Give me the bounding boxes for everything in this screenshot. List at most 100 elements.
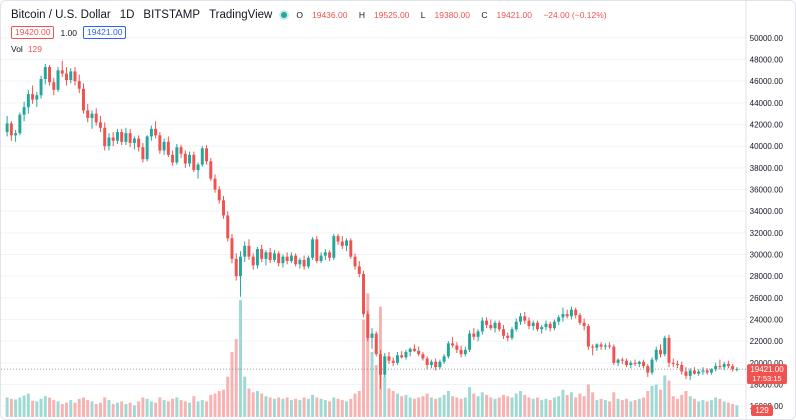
candle[interactable] <box>510 329 514 338</box>
candle[interactable] <box>731 366 735 370</box>
candle[interactable] <box>497 322 501 330</box>
candle[interactable] <box>663 337 667 355</box>
candle[interactable] <box>31 94 35 100</box>
candle[interactable] <box>294 255 298 265</box>
candle[interactable] <box>48 67 52 83</box>
candle[interactable] <box>107 137 111 147</box>
candle[interactable] <box>387 356 391 361</box>
candle[interactable] <box>289 255 293 261</box>
candle[interactable] <box>183 153 187 164</box>
candle[interactable] <box>14 133 18 136</box>
candle[interactable] <box>417 350 421 355</box>
candle[interactable] <box>230 238 234 259</box>
candle[interactable] <box>209 161 213 179</box>
candle[interactable] <box>56 70 60 90</box>
candle[interactable] <box>94 113 98 123</box>
candle[interactable] <box>65 73 69 81</box>
candle[interactable] <box>357 266 361 274</box>
candle[interactable] <box>200 148 204 165</box>
candle[interactable] <box>642 361 646 367</box>
candle[interactable] <box>412 348 416 351</box>
candle[interactable] <box>569 309 573 317</box>
candle[interactable] <box>145 136 149 160</box>
candle[interactable] <box>298 259 302 265</box>
candle[interactable] <box>506 335 510 338</box>
candle[interactable] <box>455 345 459 350</box>
candle[interactable] <box>527 320 531 326</box>
candle[interactable] <box>523 316 527 321</box>
candle[interactable] <box>179 147 183 154</box>
candle[interactable] <box>425 358 429 366</box>
candle[interactable] <box>391 360 395 363</box>
candle[interactable] <box>306 257 310 267</box>
candle[interactable] <box>349 240 353 257</box>
candle[interactable] <box>395 355 399 363</box>
candle[interactable] <box>115 132 119 141</box>
candle[interactable] <box>472 333 476 337</box>
candle[interactable] <box>489 324 493 329</box>
candle[interactable] <box>667 337 671 363</box>
candle[interactable] <box>616 359 620 363</box>
candle[interactable] <box>718 366 722 368</box>
candle[interactable] <box>633 362 637 364</box>
candle[interactable] <box>137 138 141 148</box>
candle[interactable] <box>323 252 327 256</box>
candle[interactable] <box>519 316 522 322</box>
candle[interactable] <box>285 256 289 261</box>
candle[interactable] <box>26 94 30 108</box>
candle[interactable] <box>540 327 544 330</box>
candle[interactable] <box>162 141 166 151</box>
candle[interactable] <box>578 315 582 323</box>
candle[interactable] <box>260 249 264 259</box>
candle[interactable] <box>637 361 641 364</box>
candle[interactable] <box>552 321 556 329</box>
candle[interactable] <box>383 356 387 375</box>
candle[interactable] <box>217 189 221 201</box>
candle[interactable] <box>255 249 259 266</box>
candle[interactable] <box>582 322 586 326</box>
candle[interactable] <box>132 138 136 143</box>
candle[interactable] <box>247 245 251 257</box>
candle[interactable] <box>18 114 22 134</box>
candle[interactable] <box>714 366 718 370</box>
candle[interactable] <box>315 239 319 261</box>
candle[interactable] <box>459 349 463 355</box>
candle[interactable] <box>362 274 365 315</box>
candle[interactable] <box>77 81 81 89</box>
candle[interactable] <box>574 309 578 316</box>
buy-button[interactable]: 19421.00 <box>83 26 127 39</box>
candle[interactable] <box>103 127 107 147</box>
candle[interactable] <box>485 320 489 325</box>
candle[interactable] <box>86 110 90 118</box>
candle[interactable] <box>90 113 94 118</box>
candle[interactable] <box>451 343 455 346</box>
candle[interactable] <box>272 253 276 260</box>
candle[interactable] <box>400 355 404 358</box>
candle[interactable] <box>336 236 340 242</box>
candle[interactable] <box>722 363 726 368</box>
candle[interactable] <box>238 256 242 277</box>
candle[interactable] <box>468 333 472 350</box>
candle[interactable] <box>175 147 179 163</box>
candle[interactable] <box>52 82 56 90</box>
candle[interactable] <box>5 123 9 133</box>
candle[interactable] <box>9 123 13 136</box>
candle[interactable] <box>612 346 616 363</box>
candle[interactable] <box>692 370 696 374</box>
candle[interactable] <box>35 95 39 100</box>
candle[interactable] <box>434 361 438 368</box>
candle[interactable] <box>69 71 73 81</box>
candle[interactable] <box>379 354 382 375</box>
candle[interactable] <box>82 88 85 111</box>
candle[interactable] <box>650 359 654 373</box>
candle[interactable] <box>149 128 153 137</box>
candle[interactable] <box>188 154 192 164</box>
candle[interactable] <box>561 314 565 318</box>
candle[interactable] <box>39 79 43 96</box>
candle[interactable] <box>226 215 230 239</box>
candle[interactable] <box>646 366 650 373</box>
candle[interactable] <box>565 314 569 317</box>
candle[interactable] <box>620 359 624 361</box>
candle[interactable] <box>697 371 701 374</box>
candle[interactable] <box>586 326 590 347</box>
